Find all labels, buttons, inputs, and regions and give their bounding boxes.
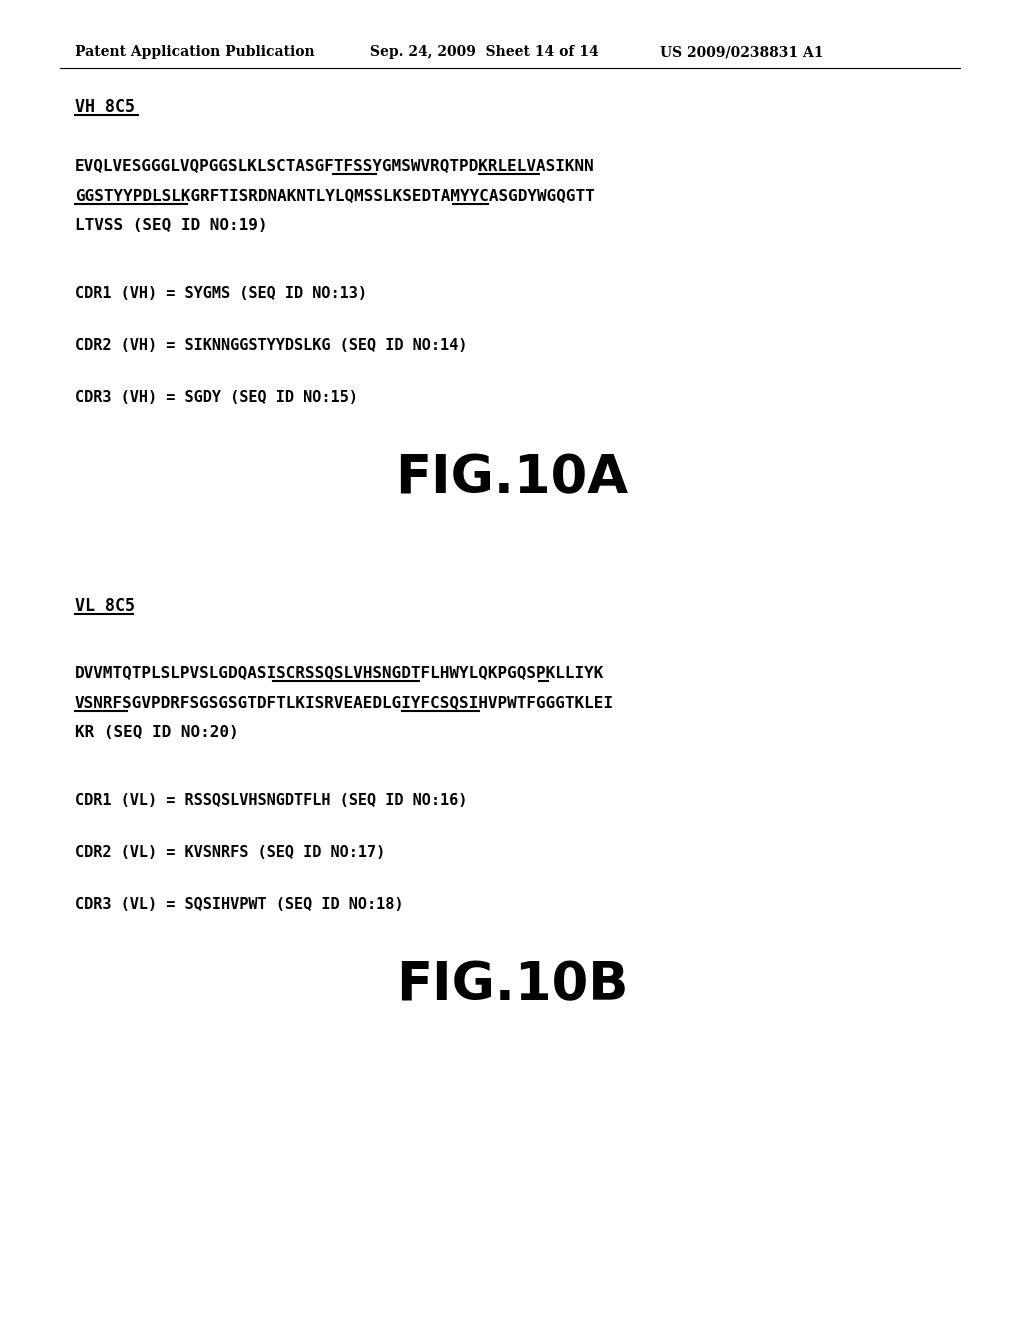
Text: FIG.10B: FIG.10B: [395, 960, 629, 1011]
Text: KR (SEQ ID NO:20): KR (SEQ ID NO:20): [75, 725, 239, 741]
Text: CDR1 (VH) = SYGMS (SEQ ID NO:13): CDR1 (VH) = SYGMS (SEQ ID NO:13): [75, 286, 367, 301]
Text: CDR3 (VH) = SGDY (SEQ ID NO:15): CDR3 (VH) = SGDY (SEQ ID NO:15): [75, 389, 357, 405]
Text: DVVMTQTPLSLPVSLGDQASISCRSSQSLVHSNGDTFLHWYLQKPGQSPKLLIYK: DVVMTQTPLSLPVSLGDQASISCRSSQSLVHSNGDTFLHW…: [75, 665, 604, 680]
Text: LTVSS (SEQ ID NO:19): LTVSS (SEQ ID NO:19): [75, 218, 267, 234]
Text: CDR2 (VL) = KVSNRFS (SEQ ID NO:17): CDR2 (VL) = KVSNRFS (SEQ ID NO:17): [75, 845, 385, 861]
Text: Patent Application Publication: Patent Application Publication: [75, 45, 314, 59]
Text: VL 8C5: VL 8C5: [75, 597, 135, 615]
Text: US 2009/0238831 A1: US 2009/0238831 A1: [660, 45, 823, 59]
Text: CDR1 (VL) = RSSQSLVHSNGDTFLH (SEQ ID NO:16): CDR1 (VL) = RSSQSLVHSNGDTFLH (SEQ ID NO:…: [75, 793, 467, 808]
Text: VSNRFSGVPDRFSGSGSGTDFTLKISRVEAEDLGIYFCSQSIHVPWTFGGGTKLEI: VSNRFSGVPDRFSGSGSGTDFTLKISRVEAEDLGIYFCSQ…: [75, 696, 614, 710]
Text: EVQLVESGGGLVQPGGSLKLSCTASGFTFSSYGMSWVRQTPDKRLELVASIKNN: EVQLVESGGGLVQPGGSLKLSCTASGFTFSSYGMSWVRQT…: [75, 158, 595, 173]
Text: FIG.10A: FIG.10A: [395, 451, 629, 504]
Text: CDR3 (VL) = SQSIHVPWT (SEQ ID NO:18): CDR3 (VL) = SQSIHVPWT (SEQ ID NO:18): [75, 898, 403, 912]
Text: CDR2 (VH) = SIKNNGGSTYYDSLKG (SEQ ID NO:14): CDR2 (VH) = SIKNNGGSTYYDSLKG (SEQ ID NO:…: [75, 338, 467, 352]
Text: GGSTYYPDLSLKGRFTISRDNAKNTLYLQMSSLKSEDTAMYYCASGDYWGQGTT: GGSTYYPDLSLKGRFTISRDNAKNTLYLQMSSLKSEDTAM…: [75, 187, 595, 203]
Text: VH 8C5: VH 8C5: [75, 98, 135, 116]
Text: Sep. 24, 2009  Sheet 14 of 14: Sep. 24, 2009 Sheet 14 of 14: [370, 45, 599, 59]
